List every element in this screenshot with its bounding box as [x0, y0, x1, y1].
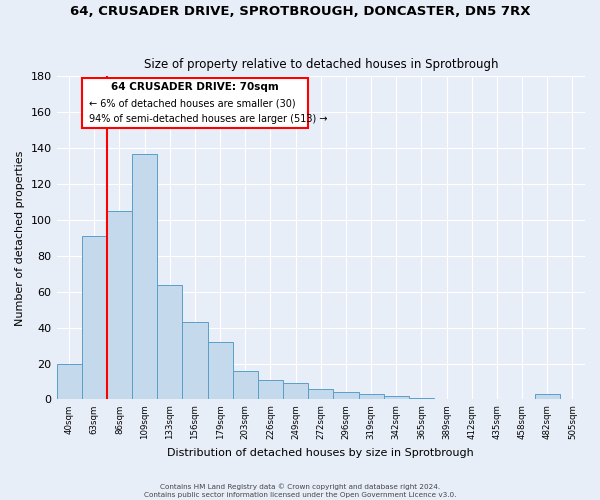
- Bar: [233, 370, 258, 400]
- FancyBboxPatch shape: [82, 78, 308, 128]
- Bar: [157, 284, 182, 400]
- Bar: [308, 388, 334, 400]
- Text: 94% of semi-detached houses are larger (513) →: 94% of semi-detached houses are larger (…: [89, 114, 327, 124]
- Bar: [107, 211, 132, 400]
- Bar: [132, 154, 157, 400]
- Bar: [535, 394, 560, 400]
- X-axis label: Distribution of detached houses by size in Sprotbrough: Distribution of detached houses by size …: [167, 448, 474, 458]
- Title: Size of property relative to detached houses in Sprotbrough: Size of property relative to detached ho…: [143, 58, 498, 71]
- Bar: [383, 396, 409, 400]
- Bar: [409, 398, 434, 400]
- Text: Contains HM Land Registry data © Crown copyright and database right 2024.: Contains HM Land Registry data © Crown c…: [160, 484, 440, 490]
- Text: ← 6% of detached houses are smaller (30): ← 6% of detached houses are smaller (30): [89, 99, 295, 109]
- Bar: [82, 236, 107, 400]
- Bar: [283, 384, 308, 400]
- Bar: [208, 342, 233, 400]
- Y-axis label: Number of detached properties: Number of detached properties: [15, 150, 25, 326]
- Bar: [359, 394, 383, 400]
- Bar: [334, 392, 359, 400]
- Text: 64, CRUSADER DRIVE, SPROTBROUGH, DONCASTER, DN5 7RX: 64, CRUSADER DRIVE, SPROTBROUGH, DONCAST…: [70, 5, 530, 18]
- Text: 64 CRUSADER DRIVE: 70sqm: 64 CRUSADER DRIVE: 70sqm: [111, 82, 279, 92]
- Bar: [258, 380, 283, 400]
- Text: Contains public sector information licensed under the Open Government Licence v3: Contains public sector information licen…: [144, 492, 456, 498]
- Bar: [56, 364, 82, 400]
- Bar: [182, 322, 208, 400]
